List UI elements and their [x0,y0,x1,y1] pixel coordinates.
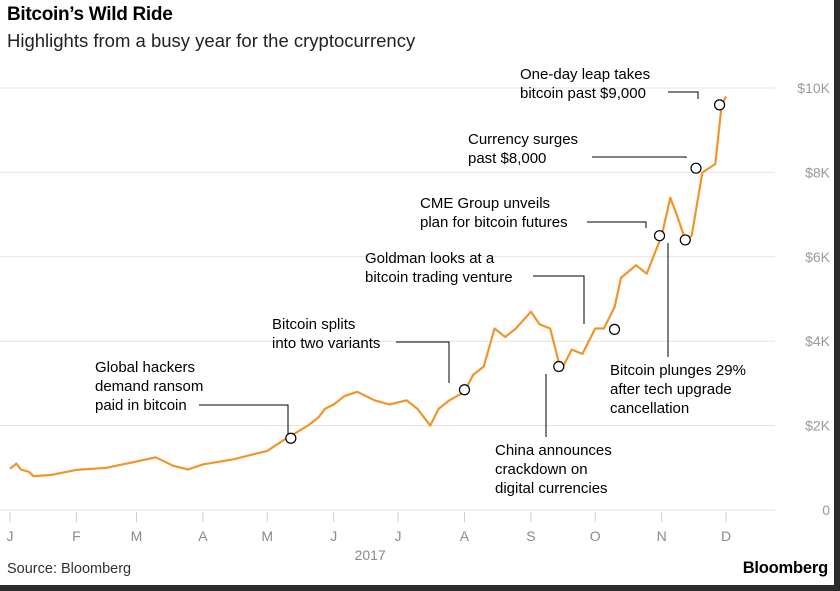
bloomberg-logo: Bloomberg [742,559,828,577]
x-tick-label: M [261,528,273,544]
annotation-text: crackdown on [495,461,588,478]
annotation-4: CME Group unveils plan for bitcoin future… [420,195,666,242]
annotation-1: Global hackers demand ransom paid in bitco… [95,359,297,444]
annotation-text: bitcoin past $9,000 [520,85,646,102]
annotation-text: plan for bitcoin futures [420,214,568,231]
chart-subtitle: Highlights from a busy year for the cryp… [7,30,416,51]
annotation-text: digital currencies [495,480,608,497]
annotation-leader [199,404,289,434]
x-tick-label: J [330,528,337,544]
annotation-text: Global hackers [95,359,195,376]
annotation-7: China announces crackdown on digital curre… [495,360,612,497]
annotations: Global hackers demand ransom paid in bitco… [95,66,746,497]
x-tick-label: N [657,528,667,544]
annotation-marker [285,432,297,444]
y-tick-label: 0 [822,502,830,518]
annotation-leader [592,156,687,158]
chart-title: Bitcoin’s Wild Ride [7,4,173,25]
bitcoin-price-line [9,95,727,478]
annotation-text: paid in bitcoin [95,397,187,414]
annotation-text: past $8,000 [468,150,546,167]
x-tick-label: F [72,528,81,544]
annotation-marker [608,323,621,335]
annotation-marker [713,99,726,111]
annotation-marker [553,360,565,373]
annotation-marker [458,384,471,396]
annotation-leader [533,275,585,324]
annotation-text: demand ransom [95,378,203,395]
x-tick-label: A [198,528,208,544]
annotation-text: Currency surges [468,131,578,148]
annotation-text: Bitcoin plunges 29% [610,362,746,379]
annotation-8: Bitcoin plunges 29% after tech upgrade can… [610,234,746,417]
y-tick-label: $8K [805,164,831,180]
grid [0,87,775,511]
y-tick-label: $4K [805,333,831,349]
series-layer [9,95,727,478]
annotation-6: One-day leap takes bitcoin past $9,000 [520,66,726,111]
y-axis: 0 $2K $4K $6K $8K $10K [797,80,830,518]
y-tick-label: $10K [797,80,830,96]
x-axis: J F M A M J J A S O N D 2017 [7,512,731,563]
source-note: Source: Bloomberg [7,561,132,577]
annotation-marker [690,162,702,174]
annotation-text: One-day leap takes [520,66,650,83]
y-tick-label: $2K [805,418,831,434]
annotation-text: cancellation [610,400,689,417]
annotation-3: Goldman looks at a bitcoin trading ventur… [365,250,621,335]
x-tick-label: S [526,528,535,544]
annotation-2: Bitcoin splits into two variants [272,316,471,396]
annotation-marker [653,230,666,242]
annotation-text: after tech upgrade [610,381,732,398]
x-tick-label: O [590,528,601,544]
x-tick-label: J [7,528,14,544]
x-tick-label: J [395,528,402,544]
annotation-marker [679,234,691,246]
annotation-text: Bitcoin splits [272,316,355,333]
x-tick-label: A [460,528,470,544]
annotation-5: Currency surges past $8,000 [468,131,702,174]
annotation-leader [396,341,450,383]
annotation-leader [587,221,647,228]
annotation-text: Goldman looks at a [365,250,495,267]
annotation-text: bitcoin trading venture [365,269,513,286]
annotation-text: CME Group unveils [420,195,550,212]
x-tick-label: M [131,528,143,544]
x-tick-label: D [721,528,731,544]
annotation-leader [668,91,699,99]
annotation-text: China announces [495,442,612,459]
y-tick-label: $6K [805,249,831,265]
annotation-text: into two variants [272,335,380,352]
year-label: 2017 [355,547,386,563]
